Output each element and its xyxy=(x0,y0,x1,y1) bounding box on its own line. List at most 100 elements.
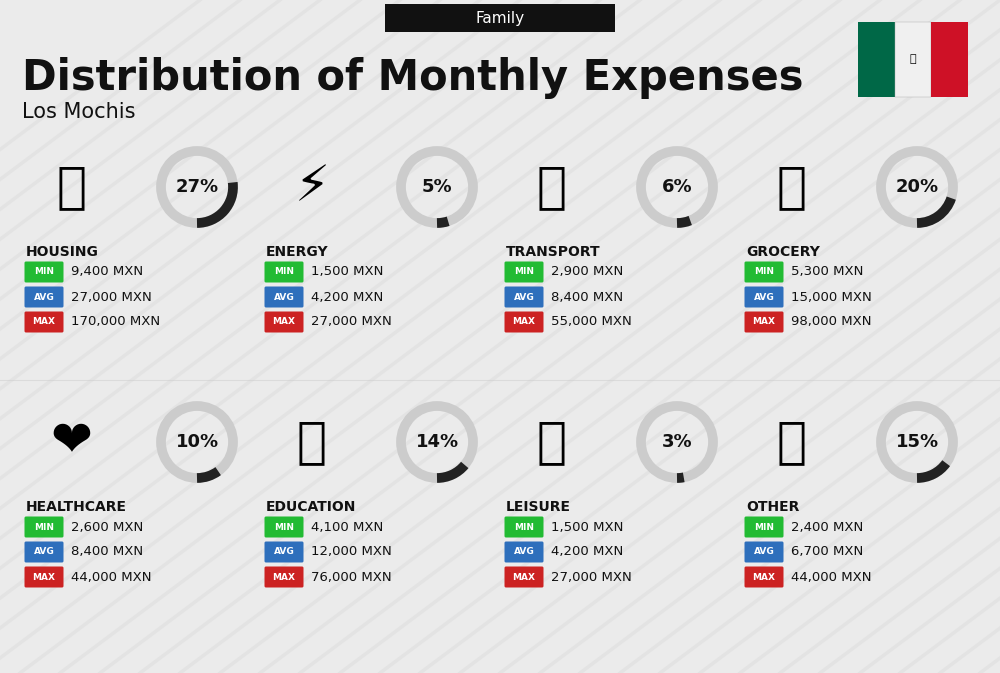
Text: 8,400 MXN: 8,400 MXN xyxy=(71,546,143,559)
FancyBboxPatch shape xyxy=(505,287,544,308)
Text: AVG: AVG xyxy=(754,293,774,302)
Text: 15%: 15% xyxy=(895,433,939,451)
FancyBboxPatch shape xyxy=(24,312,64,332)
Text: 6%: 6% xyxy=(662,178,692,196)
Text: LEISURE: LEISURE xyxy=(506,500,571,514)
Text: MIN: MIN xyxy=(754,522,774,532)
Text: MIN: MIN xyxy=(514,267,534,277)
Text: 27,000 MXN: 27,000 MXN xyxy=(71,291,152,304)
Text: AVG: AVG xyxy=(34,293,54,302)
FancyBboxPatch shape xyxy=(858,22,895,97)
Text: 10%: 10% xyxy=(175,433,219,451)
FancyBboxPatch shape xyxy=(744,516,784,538)
FancyBboxPatch shape xyxy=(264,516,304,538)
FancyBboxPatch shape xyxy=(505,516,544,538)
FancyBboxPatch shape xyxy=(24,287,64,308)
FancyBboxPatch shape xyxy=(931,22,968,97)
FancyBboxPatch shape xyxy=(895,22,931,97)
Text: ❤️: ❤️ xyxy=(51,418,93,466)
Text: 20%: 20% xyxy=(895,178,939,196)
FancyBboxPatch shape xyxy=(24,567,64,588)
Text: 🛒: 🛒 xyxy=(777,163,807,211)
Text: AVG: AVG xyxy=(274,293,294,302)
Text: MAX: MAX xyxy=(272,573,296,581)
Text: 27,000 MXN: 27,000 MXN xyxy=(551,571,632,583)
Text: MIN: MIN xyxy=(34,522,54,532)
Text: GROCERY: GROCERY xyxy=(746,245,820,259)
FancyBboxPatch shape xyxy=(264,262,304,283)
Text: 12,000 MXN: 12,000 MXN xyxy=(311,546,392,559)
FancyBboxPatch shape xyxy=(264,567,304,588)
Text: 1,500 MXN: 1,500 MXN xyxy=(551,520,623,534)
Text: 1,500 MXN: 1,500 MXN xyxy=(311,266,383,279)
Text: 170,000 MXN: 170,000 MXN xyxy=(71,316,160,328)
Text: EDUCATION: EDUCATION xyxy=(266,500,356,514)
Text: HEALTHCARE: HEALTHCARE xyxy=(26,500,127,514)
Text: 🏢: 🏢 xyxy=(57,163,87,211)
Text: 6,700 MXN: 6,700 MXN xyxy=(791,546,863,559)
Text: 🚌: 🚌 xyxy=(537,163,567,211)
Text: 5,300 MXN: 5,300 MXN xyxy=(791,266,863,279)
Text: 76,000 MXN: 76,000 MXN xyxy=(311,571,392,583)
Text: AVG: AVG xyxy=(274,548,294,557)
Text: 4,100 MXN: 4,100 MXN xyxy=(311,520,383,534)
FancyBboxPatch shape xyxy=(505,262,544,283)
Text: AVG: AVG xyxy=(34,548,54,557)
Text: MAX: MAX xyxy=(32,573,56,581)
Text: TRANSPORT: TRANSPORT xyxy=(506,245,601,259)
FancyBboxPatch shape xyxy=(264,287,304,308)
Text: 💰: 💰 xyxy=(777,418,807,466)
Text: ⚡: ⚡ xyxy=(294,163,330,211)
FancyBboxPatch shape xyxy=(264,312,304,332)
Text: 44,000 MXN: 44,000 MXN xyxy=(71,571,152,583)
Text: 3%: 3% xyxy=(662,433,692,451)
Text: MAX: MAX xyxy=(753,318,776,326)
FancyBboxPatch shape xyxy=(24,262,64,283)
Text: MAX: MAX xyxy=(512,573,536,581)
Text: 4,200 MXN: 4,200 MXN xyxy=(311,291,383,304)
Text: MIN: MIN xyxy=(274,522,294,532)
FancyBboxPatch shape xyxy=(744,287,784,308)
FancyBboxPatch shape xyxy=(744,567,784,588)
FancyBboxPatch shape xyxy=(24,516,64,538)
Text: MAX: MAX xyxy=(512,318,536,326)
Text: ENERGY: ENERGY xyxy=(266,245,329,259)
Text: 8,400 MXN: 8,400 MXN xyxy=(551,291,623,304)
Text: 2,400 MXN: 2,400 MXN xyxy=(791,520,863,534)
Text: MAX: MAX xyxy=(32,318,56,326)
FancyBboxPatch shape xyxy=(505,542,544,563)
Text: HOUSING: HOUSING xyxy=(26,245,99,259)
Text: 14%: 14% xyxy=(415,433,459,451)
Text: MIN: MIN xyxy=(274,267,294,277)
FancyBboxPatch shape xyxy=(744,312,784,332)
FancyBboxPatch shape xyxy=(744,542,784,563)
Text: 🎓: 🎓 xyxy=(297,418,327,466)
FancyBboxPatch shape xyxy=(264,542,304,563)
Text: 5%: 5% xyxy=(422,178,452,196)
Text: AVG: AVG xyxy=(754,548,774,557)
Text: 4,200 MXN: 4,200 MXN xyxy=(551,546,623,559)
Text: OTHER: OTHER xyxy=(746,500,799,514)
FancyBboxPatch shape xyxy=(505,312,544,332)
Text: AVG: AVG xyxy=(514,293,534,302)
Text: 55,000 MXN: 55,000 MXN xyxy=(551,316,632,328)
FancyBboxPatch shape xyxy=(744,262,784,283)
Text: 🦅: 🦅 xyxy=(910,55,916,65)
Text: 98,000 MXN: 98,000 MXN xyxy=(791,316,872,328)
Text: 27%: 27% xyxy=(175,178,219,196)
Text: MIN: MIN xyxy=(754,267,774,277)
Text: 44,000 MXN: 44,000 MXN xyxy=(791,571,872,583)
Text: MAX: MAX xyxy=(753,573,776,581)
Text: Los Mochis: Los Mochis xyxy=(22,102,136,122)
Text: 15,000 MXN: 15,000 MXN xyxy=(791,291,872,304)
Text: 🛍️: 🛍️ xyxy=(537,418,567,466)
Text: MIN: MIN xyxy=(34,267,54,277)
Text: 2,600 MXN: 2,600 MXN xyxy=(71,520,143,534)
Text: Distribution of Monthly Expenses: Distribution of Monthly Expenses xyxy=(22,57,804,99)
FancyBboxPatch shape xyxy=(505,567,544,588)
FancyBboxPatch shape xyxy=(385,4,615,32)
Text: AVG: AVG xyxy=(514,548,534,557)
Text: 2,900 MXN: 2,900 MXN xyxy=(551,266,623,279)
FancyBboxPatch shape xyxy=(24,542,64,563)
Text: Family: Family xyxy=(475,11,525,26)
